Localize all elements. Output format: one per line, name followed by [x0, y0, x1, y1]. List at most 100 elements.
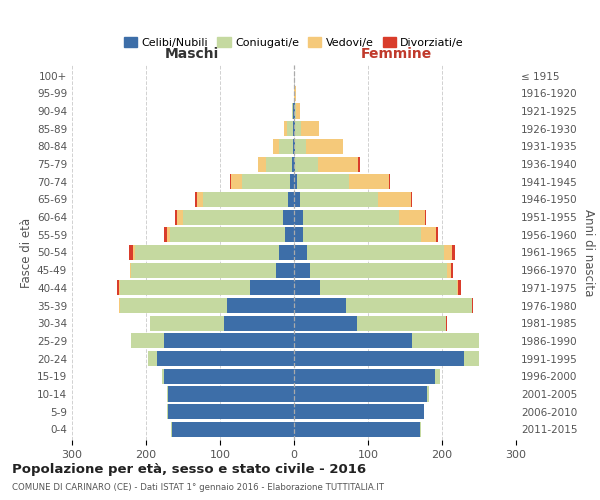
Bar: [295, 104, 296, 118]
Bar: [358, 156, 360, 172]
Bar: [294, 280, 320, 295]
Bar: [119, 280, 120, 295]
Bar: [436, 228, 439, 242]
Y-axis label: Anni di nascita: Anni di nascita: [582, 209, 595, 296]
Bar: [434, 369, 440, 384]
Bar: [444, 245, 452, 260]
Bar: [294, 228, 303, 242]
Bar: [389, 174, 390, 190]
Text: Maschi: Maschi: [165, 48, 219, 61]
Bar: [283, 210, 294, 224]
Bar: [171, 422, 172, 437]
Bar: [129, 245, 133, 260]
Bar: [203, 192, 288, 207]
Bar: [294, 210, 303, 224]
Bar: [457, 280, 458, 295]
Bar: [117, 280, 119, 295]
Bar: [284, 121, 287, 136]
Bar: [197, 192, 203, 207]
Bar: [294, 121, 295, 136]
Bar: [294, 245, 307, 260]
Y-axis label: Fasce di età: Fasce di età: [20, 218, 33, 288]
Bar: [164, 228, 167, 242]
Bar: [195, 192, 197, 207]
Bar: [224, 316, 294, 331]
Bar: [295, 139, 306, 154]
Bar: [320, 280, 457, 295]
Bar: [458, 280, 461, 295]
Bar: [293, 121, 294, 136]
Bar: [230, 174, 231, 190]
Bar: [295, 156, 317, 172]
Bar: [411, 192, 412, 207]
Bar: [297, 174, 349, 190]
Bar: [294, 262, 310, 278]
Bar: [294, 174, 297, 190]
Bar: [290, 174, 294, 190]
Bar: [300, 192, 377, 207]
Bar: [266, 156, 292, 172]
Bar: [427, 386, 430, 402]
Bar: [294, 369, 434, 384]
Bar: [306, 139, 343, 154]
Bar: [133, 245, 135, 260]
Bar: [292, 104, 293, 118]
Bar: [285, 228, 294, 242]
Text: COMUNE DI CARINARO (CE) - Dati ISTAT 1° gennaio 2016 - Elaborazione TUTTITALIA.I: COMUNE DI CARINARO (CE) - Dati ISTAT 1° …: [12, 482, 384, 492]
Bar: [242, 174, 290, 190]
Bar: [349, 174, 389, 190]
Bar: [317, 156, 358, 172]
Bar: [120, 280, 250, 295]
Bar: [296, 104, 300, 118]
Bar: [294, 139, 295, 154]
Bar: [293, 139, 294, 154]
Bar: [161, 369, 164, 384]
Bar: [301, 121, 319, 136]
Bar: [292, 156, 294, 172]
Bar: [164, 369, 294, 384]
Bar: [170, 228, 285, 242]
Bar: [294, 86, 296, 101]
Bar: [452, 245, 455, 260]
Bar: [447, 262, 451, 278]
Bar: [294, 298, 346, 313]
Bar: [148, 351, 157, 366]
Bar: [287, 121, 293, 136]
Bar: [131, 334, 164, 348]
Bar: [294, 192, 300, 207]
Bar: [273, 139, 279, 154]
Bar: [172, 422, 294, 437]
Bar: [231, 174, 242, 190]
Bar: [288, 192, 294, 207]
Bar: [294, 404, 424, 419]
Bar: [167, 386, 168, 402]
Bar: [294, 386, 427, 402]
Bar: [294, 104, 295, 118]
Bar: [377, 192, 411, 207]
Bar: [357, 316, 446, 331]
Bar: [250, 280, 294, 295]
Bar: [167, 404, 168, 419]
Bar: [472, 298, 473, 313]
Bar: [294, 156, 295, 172]
Bar: [259, 156, 266, 172]
Bar: [150, 316, 224, 331]
Bar: [293, 104, 294, 118]
Bar: [177, 210, 183, 224]
Bar: [420, 422, 421, 437]
Bar: [130, 262, 131, 278]
Bar: [227, 298, 294, 313]
Text: Femmine: Femmine: [361, 48, 432, 61]
Bar: [294, 422, 420, 437]
Bar: [421, 228, 436, 242]
Bar: [175, 210, 177, 224]
Bar: [294, 316, 357, 331]
Bar: [307, 245, 444, 260]
Bar: [279, 245, 294, 260]
Bar: [183, 210, 283, 224]
Bar: [294, 351, 464, 366]
Bar: [295, 121, 301, 136]
Bar: [303, 210, 399, 224]
Bar: [168, 386, 294, 402]
Bar: [131, 262, 275, 278]
